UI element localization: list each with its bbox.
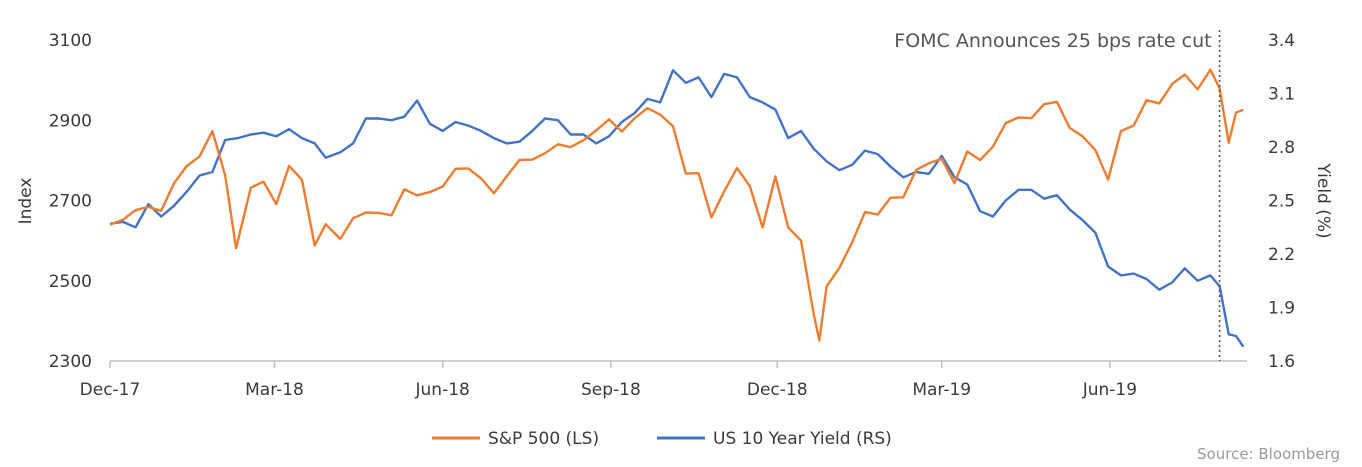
x-tick-label-1: Mar-18: [245, 380, 304, 400]
x-tick-label-4: Dec-18: [747, 380, 808, 400]
right-tick-label-2: 2.2: [1268, 245, 1295, 265]
left-axis-ticks: 2300 2500 2700 2900 3100: [49, 31, 92, 372]
legend: S&P 500 (LS) US 10 Year Yield (RS): [432, 429, 892, 449]
x-tick-label-3: Sep-18: [581, 380, 641, 400]
x-tick-label-6: Jun-19: [1082, 380, 1137, 400]
x-tick-label-0: Dec-17: [80, 380, 141, 400]
right-tick-label-0: 1.6: [1268, 352, 1295, 372]
left-axis-title: Index: [16, 178, 36, 225]
right-axis-title: Yield (%): [1313, 162, 1333, 238]
left-tick-label-0: 2300: [49, 352, 92, 372]
series-line-us10y: [109, 69, 1245, 348]
series-line-sp500: [109, 68, 1244, 342]
legend-label-sp500: S&P 500 (LS): [488, 429, 599, 449]
left-tick-label-4: 3100: [49, 31, 92, 51]
source-note: Source: Bloomberg: [1197, 445, 1340, 463]
series-layer: [109, 68, 1245, 348]
right-tick-label-3: 2.5: [1268, 192, 1295, 212]
right-tick-label-4: 2.8: [1268, 138, 1295, 158]
x-tick-label-5: Mar-19: [912, 380, 971, 400]
left-tick-label-1: 2500: [49, 272, 92, 292]
x-tick-label-2: Jun-18: [415, 380, 470, 400]
right-tick-label-1: 1.9: [1268, 299, 1295, 319]
x-axis-ticks: Dec-17 Mar-18 Jun-18 Sep-18 Dec-18 Mar-19 Jun-…: [80, 361, 1137, 400]
right-axis-ticks: 1.6 1.9 2.2 2.5 2.8 3.1 3.4: [1268, 31, 1295, 372]
left-tick-label-2: 2700: [49, 192, 92, 212]
left-tick-label-3: 2900: [49, 111, 92, 131]
right-tick-label-5: 3.1: [1268, 85, 1295, 105]
right-tick-label-6: 3.4: [1268, 31, 1295, 51]
legend-label-us10y: US 10 Year Yield (RS): [713, 429, 892, 449]
rate-cut-annotation: FOMC Announces 25 bps rate cut: [894, 30, 1211, 52]
